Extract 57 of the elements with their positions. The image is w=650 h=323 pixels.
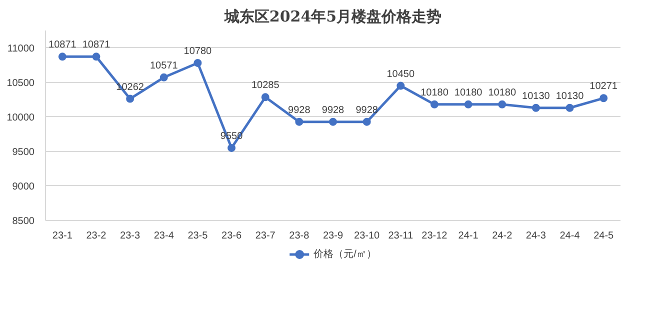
x-tick-label: 23-6 (222, 230, 242, 242)
x-tick-label: 23-12 (422, 230, 448, 242)
y-tick-label: 9500 (12, 146, 35, 158)
point (126, 94, 134, 103)
point (430, 100, 438, 108)
y-tick-label: 8500 (12, 216, 35, 227)
data-label: 10180 (454, 87, 483, 98)
x-tick-label: 24-1 (458, 230, 479, 242)
point (600, 94, 608, 102)
x-tick-label: 24-4 (560, 230, 580, 242)
point (396, 82, 405, 90)
data-label: 10450 (386, 68, 415, 80)
x-tick-label: 23-7 (255, 230, 276, 242)
point (194, 58, 202, 67)
x-tick-label: 23-9 (322, 230, 344, 242)
data-label: 10285 (251, 80, 280, 92)
x-tick-label: 23-10 (354, 230, 380, 242)
point (58, 52, 66, 61)
data-label: 10180 (420, 87, 449, 98)
y-tick-label: 9000 (12, 181, 35, 192)
x-tick-label: 23-1 (52, 230, 73, 242)
point (160, 73, 168, 82)
data-label: 9928 (288, 104, 311, 116)
x-tick-label: 23-2 (86, 230, 107, 242)
x-tick-label: 24-2 (492, 230, 513, 242)
data-label: 10271 (590, 81, 618, 92)
data-label: 10180 (488, 87, 516, 98)
x-tick-label: 23-8 (289, 230, 310, 242)
point (92, 52, 100, 61)
data-label: 10871 (82, 40, 111, 51)
y-tick-label: 10000 (6, 112, 35, 124)
point (566, 104, 574, 112)
x-tick-label: 23-5 (188, 230, 208, 242)
x-tick-label: 23-4 (154, 230, 174, 242)
point (228, 144, 236, 152)
point (464, 100, 472, 108)
y-tick-label: 11000 (7, 43, 35, 54)
y-tick-label: 10500 (6, 78, 35, 89)
data-label: 10571 (150, 60, 178, 72)
legend-label: 价格（元/㎡） (314, 248, 376, 261)
point (295, 118, 304, 126)
x-tick-label: 23-3 (120, 230, 141, 242)
chart-title: 城东区2024年5月楼盘价格走势 (223, 8, 442, 26)
data-label: 9928 (322, 104, 345, 116)
data-label: 10130 (556, 90, 584, 102)
point (498, 100, 506, 108)
data-label: 9928 (356, 104, 378, 116)
data-label: 10871 (48, 40, 77, 51)
x-tick-label: 23-11 (388, 230, 414, 242)
x-tick-label: 24-5 (594, 230, 614, 242)
x-tick-label: 24-3 (526, 230, 546, 242)
data-label: 10780 (184, 46, 212, 57)
point (261, 93, 270, 102)
point (362, 118, 371, 126)
point (532, 104, 540, 112)
data-label: 10130 (522, 90, 550, 102)
point (329, 118, 337, 126)
